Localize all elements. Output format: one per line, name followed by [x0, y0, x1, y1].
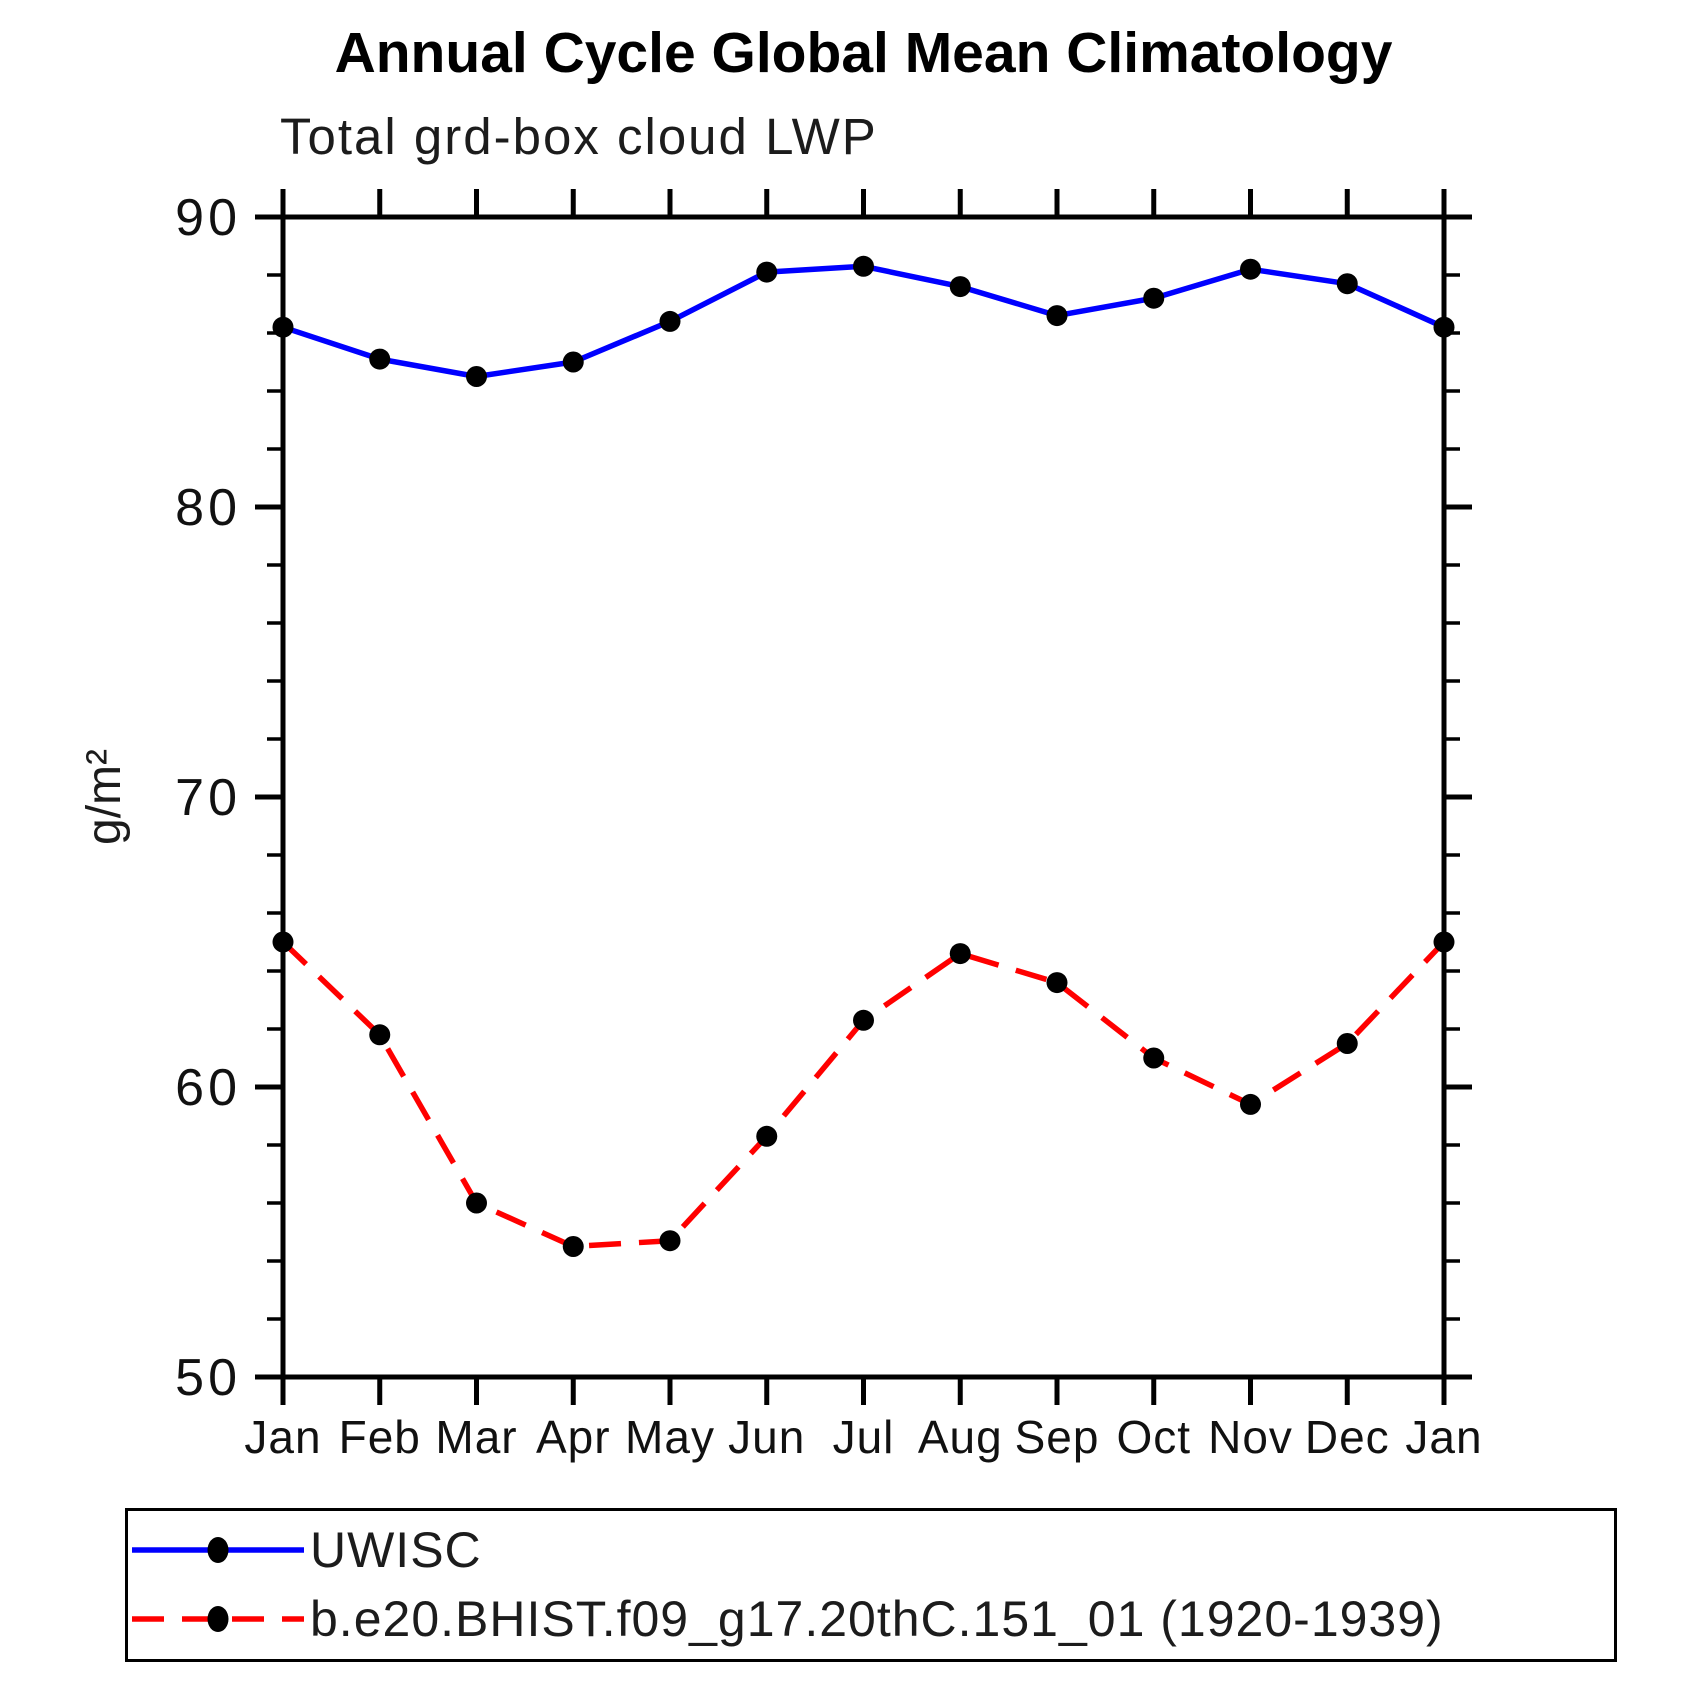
legend-label-uwisc: UWISC — [310, 1521, 482, 1578]
plot-box — [280, 214, 1447, 1380]
x-tick-label: Sep — [1015, 1411, 1100, 1463]
y-tick-label: 70 — [175, 769, 241, 827]
x-tick-label: Aug — [918, 1411, 1003, 1463]
y-tick-label: 50 — [175, 1349, 241, 1407]
legend-item-model: b.e20.BHIST.f09_g17.20thC.151_01 (1920-1… — [128, 1588, 1614, 1650]
series-line-0 — [282, 263, 1446, 380]
data-point — [659, 310, 681, 332]
data-point — [1433, 316, 1455, 338]
data-point — [562, 351, 584, 373]
data-point — [949, 943, 971, 965]
x-tick-label: Jan — [1405, 1411, 1482, 1463]
legend-item-uwisc: UWISC — [128, 1519, 1614, 1581]
legend-label-model: b.e20.BHIST.f09_g17.20thC.151_01 (1920-1… — [310, 1590, 1444, 1647]
data-point — [1143, 1047, 1165, 1069]
data-point — [562, 1236, 584, 1257]
data-point — [1143, 287, 1165, 309]
data-point — [756, 261, 778, 283]
data-point — [1046, 972, 1068, 994]
data-point — [1336, 273, 1358, 295]
chart-title: Annual Cycle Global Mean Climatology — [334, 21, 1393, 85]
series-line-1 — [281, 940, 1446, 1250]
data-point — [1046, 305, 1068, 327]
data-point — [1336, 1033, 1358, 1054]
data-point — [853, 255, 874, 277]
x-tick-label: Jun — [728, 1411, 805, 1463]
data-point — [1433, 931, 1455, 953]
y-tick-label: 80 — [175, 479, 241, 537]
data-point — [949, 276, 971, 298]
x-tick-label: Nov — [1208, 1411, 1293, 1463]
x-tick-label: Dec — [1305, 1411, 1390, 1463]
data-point — [369, 348, 391, 370]
data-point — [659, 1230, 681, 1252]
data-point — [466, 366, 487, 387]
chart-subtitle: Total grd-box cloud LWP — [280, 108, 878, 165]
x-tick-label: Oct — [1116, 1411, 1191, 1463]
y-tick-label: 60 — [175, 1059, 241, 1117]
x-tick-label: Feb — [339, 1411, 421, 1463]
x-tick-label: Mar — [435, 1411, 517, 1463]
x-tick-label: Jul — [833, 1411, 895, 1463]
x-tick-label: May — [625, 1411, 715, 1463]
data-point — [1240, 1093, 1261, 1115]
legend-key-solid-line-icon — [132, 1536, 304, 1563]
data-point — [1240, 258, 1261, 280]
x-tick-label: Apr — [536, 1411, 611, 1463]
x-tick-label: Jan — [244, 1411, 321, 1463]
data-point — [853, 1009, 874, 1031]
y-tick-label: 90 — [175, 189, 241, 247]
data-point — [272, 316, 294, 338]
data-point — [272, 931, 294, 953]
data-point — [466, 1192, 487, 1214]
data-point — [756, 1125, 778, 1147]
data-point — [369, 1024, 391, 1046]
legend-key-dashed-line-icon — [132, 1605, 304, 1632]
legend-box: UWISC b.e20.BHIST.f09_g17.20thC.151_01 (… — [125, 1508, 1617, 1662]
